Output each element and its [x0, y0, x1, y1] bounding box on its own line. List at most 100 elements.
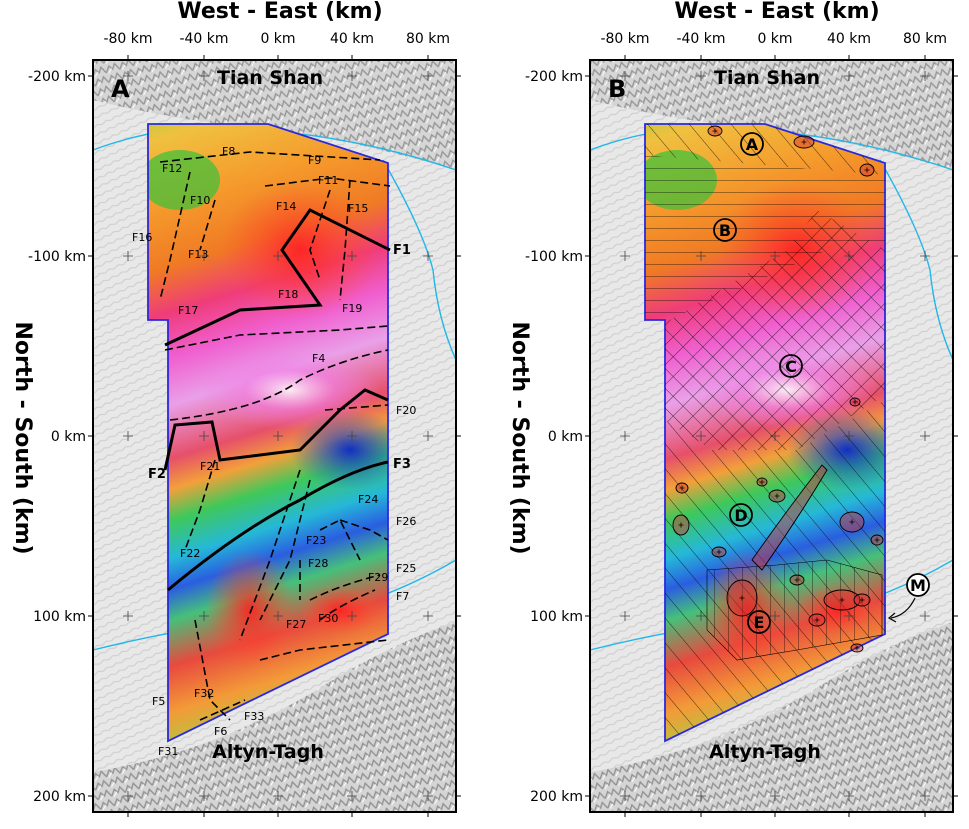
- intrusion-plus-mark: [852, 399, 858, 405]
- graticule-cross: [620, 251, 630, 261]
- fault-label-f32: F32: [194, 687, 214, 700]
- zone-b-area: [645, 155, 885, 330]
- x-tick-label: -80 km: [600, 31, 649, 47]
- intrusion-plus-mark: [716, 549, 722, 555]
- zone-e-area: [706, 559, 883, 661]
- altyntagh-relief: [93, 622, 456, 812]
- fault-label-f6: F6: [214, 725, 227, 738]
- fault-label-f22: F22: [180, 547, 200, 560]
- intrusion-plus-mark: [839, 597, 845, 603]
- y-tick-label: 200 km: [33, 789, 86, 805]
- fault-dashed: [259, 639, 389, 661]
- x-tick-label: -80 km: [103, 31, 152, 47]
- graticule-cross: [123, 251, 133, 261]
- fault-label-f28: F28: [308, 557, 328, 570]
- zone-m-arrow: [890, 597, 916, 619]
- y-tick-label: -100 km: [525, 249, 583, 265]
- fault-label-f21: F21: [200, 460, 220, 473]
- panel-letter: A: [111, 75, 130, 103]
- graticule-cross: [199, 431, 209, 441]
- intrusion-plus-mark: [864, 167, 870, 173]
- fault-label-f27: F27: [286, 618, 306, 631]
- zone-label-e: E: [754, 613, 765, 632]
- panel-b: -80 km -40 km 0 km 40 km 80 km -200 km -100 km…: [525, 31, 958, 817]
- fault-label-f18: F18: [278, 288, 298, 301]
- graticule-cross: [347, 791, 357, 801]
- y-tick-label: -200 km: [28, 69, 86, 85]
- graticule-cross: [273, 431, 283, 441]
- intrusion-plus-mark: [859, 597, 865, 603]
- graticule-cross: [273, 791, 283, 801]
- x-tick-label: 80 km: [903, 31, 947, 47]
- zone-label-a: A: [746, 135, 759, 154]
- x-tick-label: -40 km: [179, 31, 228, 47]
- graticule-cross: [123, 611, 133, 621]
- x-tick-label: 40 km: [827, 31, 871, 47]
- fault-major: [164, 208, 391, 347]
- y-axis-title-a: North - South (km): [10, 321, 35, 554]
- y-axis-title-b: North - South (km): [507, 321, 532, 554]
- zone-circle-a: [740, 132, 764, 156]
- fault-major: [163, 388, 389, 471]
- zone-label-c: C: [785, 357, 797, 376]
- intrusion-plus-mark: [739, 595, 745, 601]
- fault-dashed: [324, 404, 389, 411]
- river-line: [382, 159, 457, 361]
- anomaly-high-south: [205, 550, 295, 670]
- zone-label-d: D: [734, 506, 747, 525]
- graticule-cross: [347, 611, 357, 621]
- graticule-cross: [620, 431, 630, 441]
- zone-circle-m: [906, 573, 930, 597]
- graticule-cross: [770, 791, 780, 801]
- fault-label-f25: F25: [396, 562, 416, 575]
- graticule-cross: [696, 71, 706, 81]
- graticule-cross: [273, 251, 283, 261]
- fault-dashed: [259, 479, 311, 621]
- graticule-cross: [199, 611, 209, 621]
- fault-label-f31: F31: [158, 745, 178, 758]
- intrusion-plus-mark: [814, 617, 820, 623]
- x-axis-title-a: West - East (km): [177, 0, 382, 24]
- fault-label-f4: F4: [312, 352, 325, 365]
- y-tick-label: 100 km: [33, 609, 86, 625]
- fault-label-f30: F30: [318, 612, 338, 625]
- fault-label-f12: F12: [162, 162, 182, 175]
- graticule-cross: [423, 791, 433, 801]
- intrusion-plus-mark: [759, 479, 765, 485]
- fault-dashed: [169, 349, 389, 421]
- intrusion-plus-mark: [849, 519, 855, 525]
- altyntagh-relief: [590, 622, 953, 812]
- fault-major: [167, 460, 389, 592]
- anomaly-field: [148, 124, 388, 741]
- graticule-cross: [199, 251, 209, 261]
- fault-label-f9: F9: [308, 154, 321, 167]
- graticule-cross: [920, 431, 930, 441]
- intrusion-plus-mark: [712, 128, 718, 134]
- graticule-cross: [620, 791, 630, 801]
- fault-dashed: [159, 171, 191, 301]
- fault-label-f5: F5: [152, 695, 165, 708]
- zone-circle-d: [729, 503, 753, 527]
- anomaly-high-southeast: [300, 585, 380, 635]
- fault-label-f24: F24: [358, 493, 378, 506]
- graticule-cross: [770, 71, 780, 81]
- fault-label-f33: F33: [244, 710, 264, 723]
- fault-label-f7: F7: [396, 590, 409, 603]
- zone-hatching: [645, 124, 885, 741]
- panel-letter: B: [608, 75, 626, 103]
- x-tick-label: 80 km: [406, 31, 450, 47]
- fault-label-f19: F19: [342, 302, 362, 315]
- graticule-cross: [347, 431, 357, 441]
- zone-label-b: B: [719, 221, 731, 240]
- y-tick-label: 100 km: [530, 609, 583, 625]
- river-line: [879, 159, 954, 361]
- fault-label-f16: F16: [132, 231, 152, 244]
- graticule-cross: [423, 611, 433, 621]
- fault-dashed: [184, 459, 216, 551]
- fault-label-f14: F14: [276, 200, 296, 213]
- fault-dashed: [339, 179, 351, 301]
- tianshan-relief: [590, 60, 953, 170]
- fault-dashed: [164, 325, 389, 351]
- graticule-cross: [844, 71, 854, 81]
